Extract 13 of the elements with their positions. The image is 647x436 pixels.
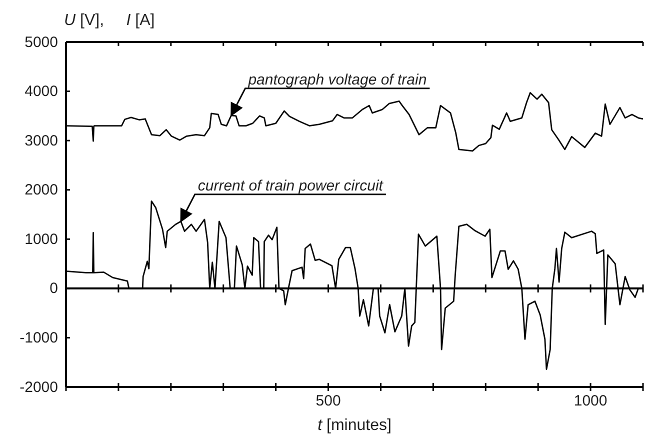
text: U [V], I [A]: [64, 12, 155, 29]
annotation: current of train power circuit: [198, 177, 384, 194]
x-axis-title: t [minutes]: [318, 417, 392, 434]
y-tick-label: 5000: [24, 34, 58, 51]
y-tick-label: 4000: [24, 83, 58, 100]
y-tick-label: -2000: [20, 378, 58, 396]
y-tick-label: -1000: [20, 330, 58, 347]
y-tick-label: 0: [50, 280, 58, 298]
annotation: pantograph voltage of train: [247, 71, 427, 88]
x-tick-label: 500: [316, 392, 341, 410]
y-tick-label: 2000: [24, 182, 58, 199]
y-tick-label: 3000: [24, 132, 58, 150]
y-tick-label: 1000: [24, 230, 58, 248]
